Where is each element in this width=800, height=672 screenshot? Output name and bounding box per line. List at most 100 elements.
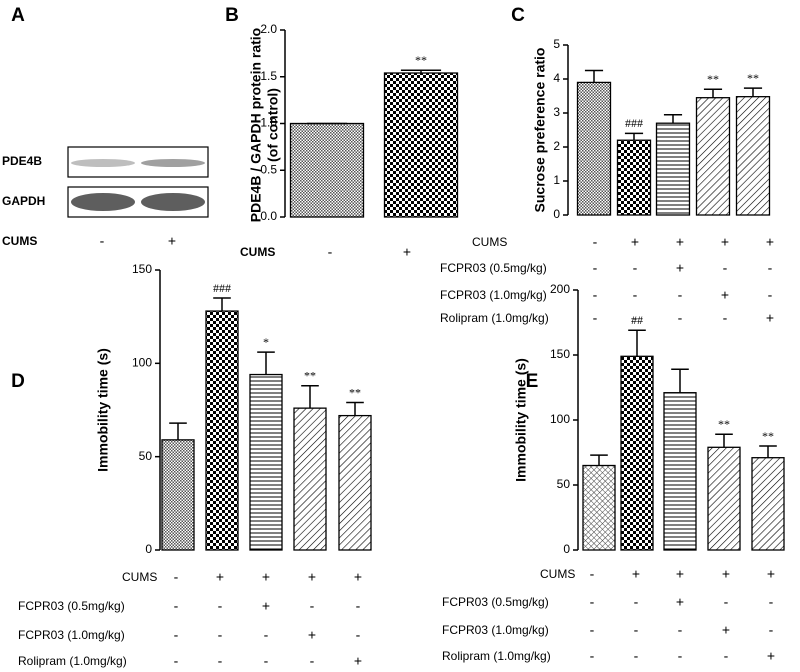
treatment-sign: - [768,260,773,276]
treatment-sign: - [633,310,638,326]
treatment-label: FCPR03 (1.0mg/kg) [442,623,549,637]
treatment-sign: + [216,569,224,585]
treatment-sign: - [310,653,315,669]
bar [695,97,731,216]
blot-band [71,193,135,211]
treatment-sign: - [590,622,595,638]
error-bar [590,454,608,466]
treatment-label: CUMS [540,567,575,581]
y-tick-label: 100 [550,412,570,426]
bar [620,355,654,551]
treatment-sign: + [354,653,362,669]
y-tick-label: 150 [550,347,570,361]
significance-label: ** [747,71,759,85]
bar [751,457,785,551]
significance-label: ### [625,116,643,130]
y-tick-label: 0 [563,542,570,556]
y-tick-label: 1.0 [260,116,277,130]
treatment-label: CUMS [472,235,507,249]
y-tick-label: 2 [553,139,560,153]
treatment-sign: + [767,648,775,664]
treatment-sign: + [767,566,775,582]
treatment-sign: - [310,598,315,614]
y-tick-label: 1.5 [260,69,277,83]
error-bar [169,422,187,440]
treatment-sign: - [724,594,729,610]
treatment-sign: + [631,234,639,250]
y-axis-label: Immobility time (s) [513,358,529,482]
y-tick-label: 0.0 [260,209,277,223]
treatment-sign: + [766,234,774,250]
bar [289,122,365,218]
treatment-sign: + [262,569,270,585]
y-tick-label: 0 [145,542,152,556]
treatment-sign: - [174,598,179,614]
treatment-label: FCPR03 (1.0mg/kg) [440,288,547,302]
significance-label: ### [213,281,231,295]
panel-letter: D [11,371,25,392]
treatment-sign: - [218,627,223,643]
bar [249,373,283,551]
error-bar [346,401,364,416]
treatment-label: FCPR03 (0.5mg/kg) [442,595,549,609]
panel-letter: E [526,371,539,392]
treatment-sign: - [769,622,774,638]
treatment-sign: - [264,627,269,643]
bar [707,446,741,551]
bar [161,439,195,551]
treatment-sign: - [264,653,269,669]
y-axis-label: PDE4B / GAPDH protein ratio [248,28,264,222]
treatment-sign: + [676,234,684,250]
error-bar [703,88,723,98]
treatment-sign: + [308,627,316,643]
y-axis-label: Sucrose preference ratio [532,48,548,213]
treatment-sign: + [632,566,640,582]
panel-letter: A [11,5,25,26]
treatment-sign: - [769,594,774,610]
treatment-sign: + [766,310,774,326]
treatment-sign: - [218,653,223,669]
bar [655,122,691,216]
treatment-label: FCPR03 (0.5mg/kg) [440,261,547,275]
treatment-sign: + [676,260,684,276]
error-bar [257,351,275,375]
treatment-label: Rolipram (1.0mg/kg) [18,654,127,668]
error-bar [213,297,231,312]
significance-label: ** [762,429,774,443]
treatment-sign: - [723,310,728,326]
treatment-sign: - [590,648,595,664]
bar [616,139,652,216]
treatment-sign: - [634,648,639,664]
error-bar [743,87,763,97]
treatment-sign: - [356,598,361,614]
treatment-sign: + [721,287,729,303]
treatment-sign: + [676,566,684,582]
significance-label: ** [718,417,730,431]
treatment-sign: - [593,260,598,276]
blot-band [141,193,205,211]
treatment-sign: - [724,648,729,664]
bar [663,392,697,551]
blot-band [71,159,135,167]
y-tick-label: 50 [557,477,571,491]
bar [576,81,612,216]
y-tick-label: 5 [553,37,560,51]
bar [205,310,239,551]
treatment-sign: - [174,569,179,585]
treatment-sign: - [634,622,639,638]
y-tick-label: 0.5 [260,162,277,176]
significance-label: ** [415,53,427,67]
treatment-label: CUMS [122,570,157,584]
treatment-sign: - [593,234,598,250]
blot-row-label: PDE4B [2,154,42,168]
treatment-sign: - [174,627,179,643]
panel-letter: B [225,5,239,26]
error-bar [628,329,646,357]
treatment-label: CUMS [240,245,275,259]
y-tick-label: 200 [550,282,570,296]
error-bar [759,445,777,458]
treatment-sign: + [676,594,684,610]
error-bar [584,69,604,83]
treatment-sign: - [678,310,683,326]
